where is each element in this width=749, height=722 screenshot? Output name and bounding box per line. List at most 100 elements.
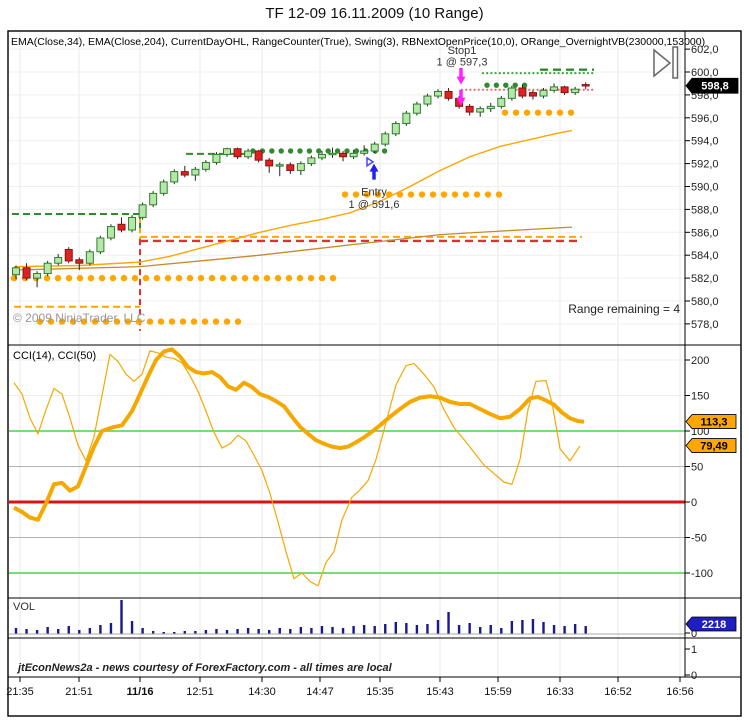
range-dot (501, 109, 509, 116)
candle-up (539, 89, 548, 97)
range-dot (274, 274, 282, 282)
range-dot (418, 191, 426, 198)
fine-dot (528, 72, 531, 75)
fine-dot (586, 72, 590, 75)
fine-dot (498, 88, 501, 91)
swing-dot (344, 148, 350, 154)
range-dot (58, 318, 66, 325)
swing-dot (306, 148, 313, 154)
range-dot (429, 191, 437, 198)
range-dot (495, 191, 503, 198)
range-dot (47, 318, 55, 325)
fine-dot (502, 72, 506, 75)
candle-down (339, 152, 348, 158)
range-dot (43, 274, 51, 282)
candle-up (317, 153, 326, 159)
fine-dot (481, 88, 485, 91)
axis-label: 584,0 (691, 250, 719, 262)
range-dot (462, 191, 470, 198)
fine-dot (494, 88, 497, 91)
range-dot (197, 274, 205, 282)
range-dot (484, 191, 492, 198)
candle-down (180, 171, 189, 176)
range-dot (76, 274, 84, 282)
candle-up (223, 148, 231, 155)
fine-dot (473, 88, 476, 91)
swing-dot (493, 82, 500, 88)
range-dot (473, 191, 481, 198)
go-to-end-icon[interactable] (672, 46, 679, 79)
time-axis-label: 16:33 (546, 686, 574, 698)
candle-down (528, 92, 537, 97)
fine-dot (528, 88, 531, 91)
range-dot (556, 109, 564, 116)
range-dot (113, 318, 121, 325)
stop-arrow (456, 97, 466, 106)
swing-dot (512, 82, 518, 88)
range-dot (190, 318, 198, 325)
fine-dot (519, 72, 522, 75)
range-dot (512, 109, 520, 116)
svg-text:79,49: 79,49 (700, 441, 728, 453)
stop-price-label: 1 @ 597,3 (437, 57, 488, 69)
fine-dot (561, 72, 564, 75)
candle-down (560, 86, 569, 94)
time-axis-label: 15:35 (366, 686, 394, 698)
axis-label: 200 (691, 355, 709, 367)
range-dot (296, 274, 304, 282)
stop-arrow (456, 76, 466, 85)
range-dot (80, 318, 88, 325)
candle-up (391, 123, 400, 135)
axis-label: 0 (691, 497, 697, 509)
range-dot (451, 191, 459, 198)
go-to-end-icon[interactable] (653, 48, 672, 78)
range-remaining-label: Range remaining = 4 (568, 302, 680, 316)
range-dot (201, 318, 209, 325)
range-dot (91, 318, 99, 325)
range-dot (175, 274, 183, 282)
range-dot (87, 274, 95, 282)
range-dot (131, 274, 139, 282)
swing-dot (278, 148, 284, 154)
range-dot (234, 318, 242, 325)
axis-label: 588,0 (691, 204, 719, 216)
swing-dot (287, 148, 294, 154)
entry-arrow (369, 163, 379, 172)
range-dot (440, 191, 448, 198)
candle-up (85, 251, 94, 264)
candle-up (476, 108, 485, 113)
svg-text:113,3: 113,3 (701, 417, 728, 429)
fine-dot (570, 72, 573, 75)
candle-up (307, 157, 316, 165)
candle-up (550, 86, 559, 91)
fine-dot (532, 88, 535, 91)
fine-dot (540, 72, 543, 75)
time-axis-label: 14:30 (248, 686, 276, 698)
range-dot (567, 109, 575, 116)
time-axis-label: 21:35 (6, 686, 34, 698)
axis-label: 602,0 (691, 44, 719, 56)
last-price-tag (685, 77, 739, 94)
candle-down (465, 105, 474, 113)
range-dot (374, 191, 382, 198)
axis-label: 600,0 (691, 67, 719, 79)
candle-up (370, 143, 379, 152)
candle-up (296, 163, 305, 171)
candle-up (275, 164, 284, 167)
fine-dot (549, 72, 552, 75)
stop-label: Stop1 (448, 45, 477, 57)
range-dot (318, 274, 326, 282)
axis-label: 0 (691, 670, 697, 682)
fine-dot (544, 72, 548, 75)
range-dot (168, 318, 176, 325)
range-dot (212, 318, 220, 325)
candle-down (265, 159, 274, 167)
range-dot (329, 274, 337, 282)
ema-line (13, 226, 573, 271)
time-axis-label: 16:56 (666, 686, 694, 698)
range-dot (341, 191, 349, 198)
cci-panel-label: CCI(14), CCI(50) (13, 350, 97, 362)
range-dot (65, 274, 73, 282)
